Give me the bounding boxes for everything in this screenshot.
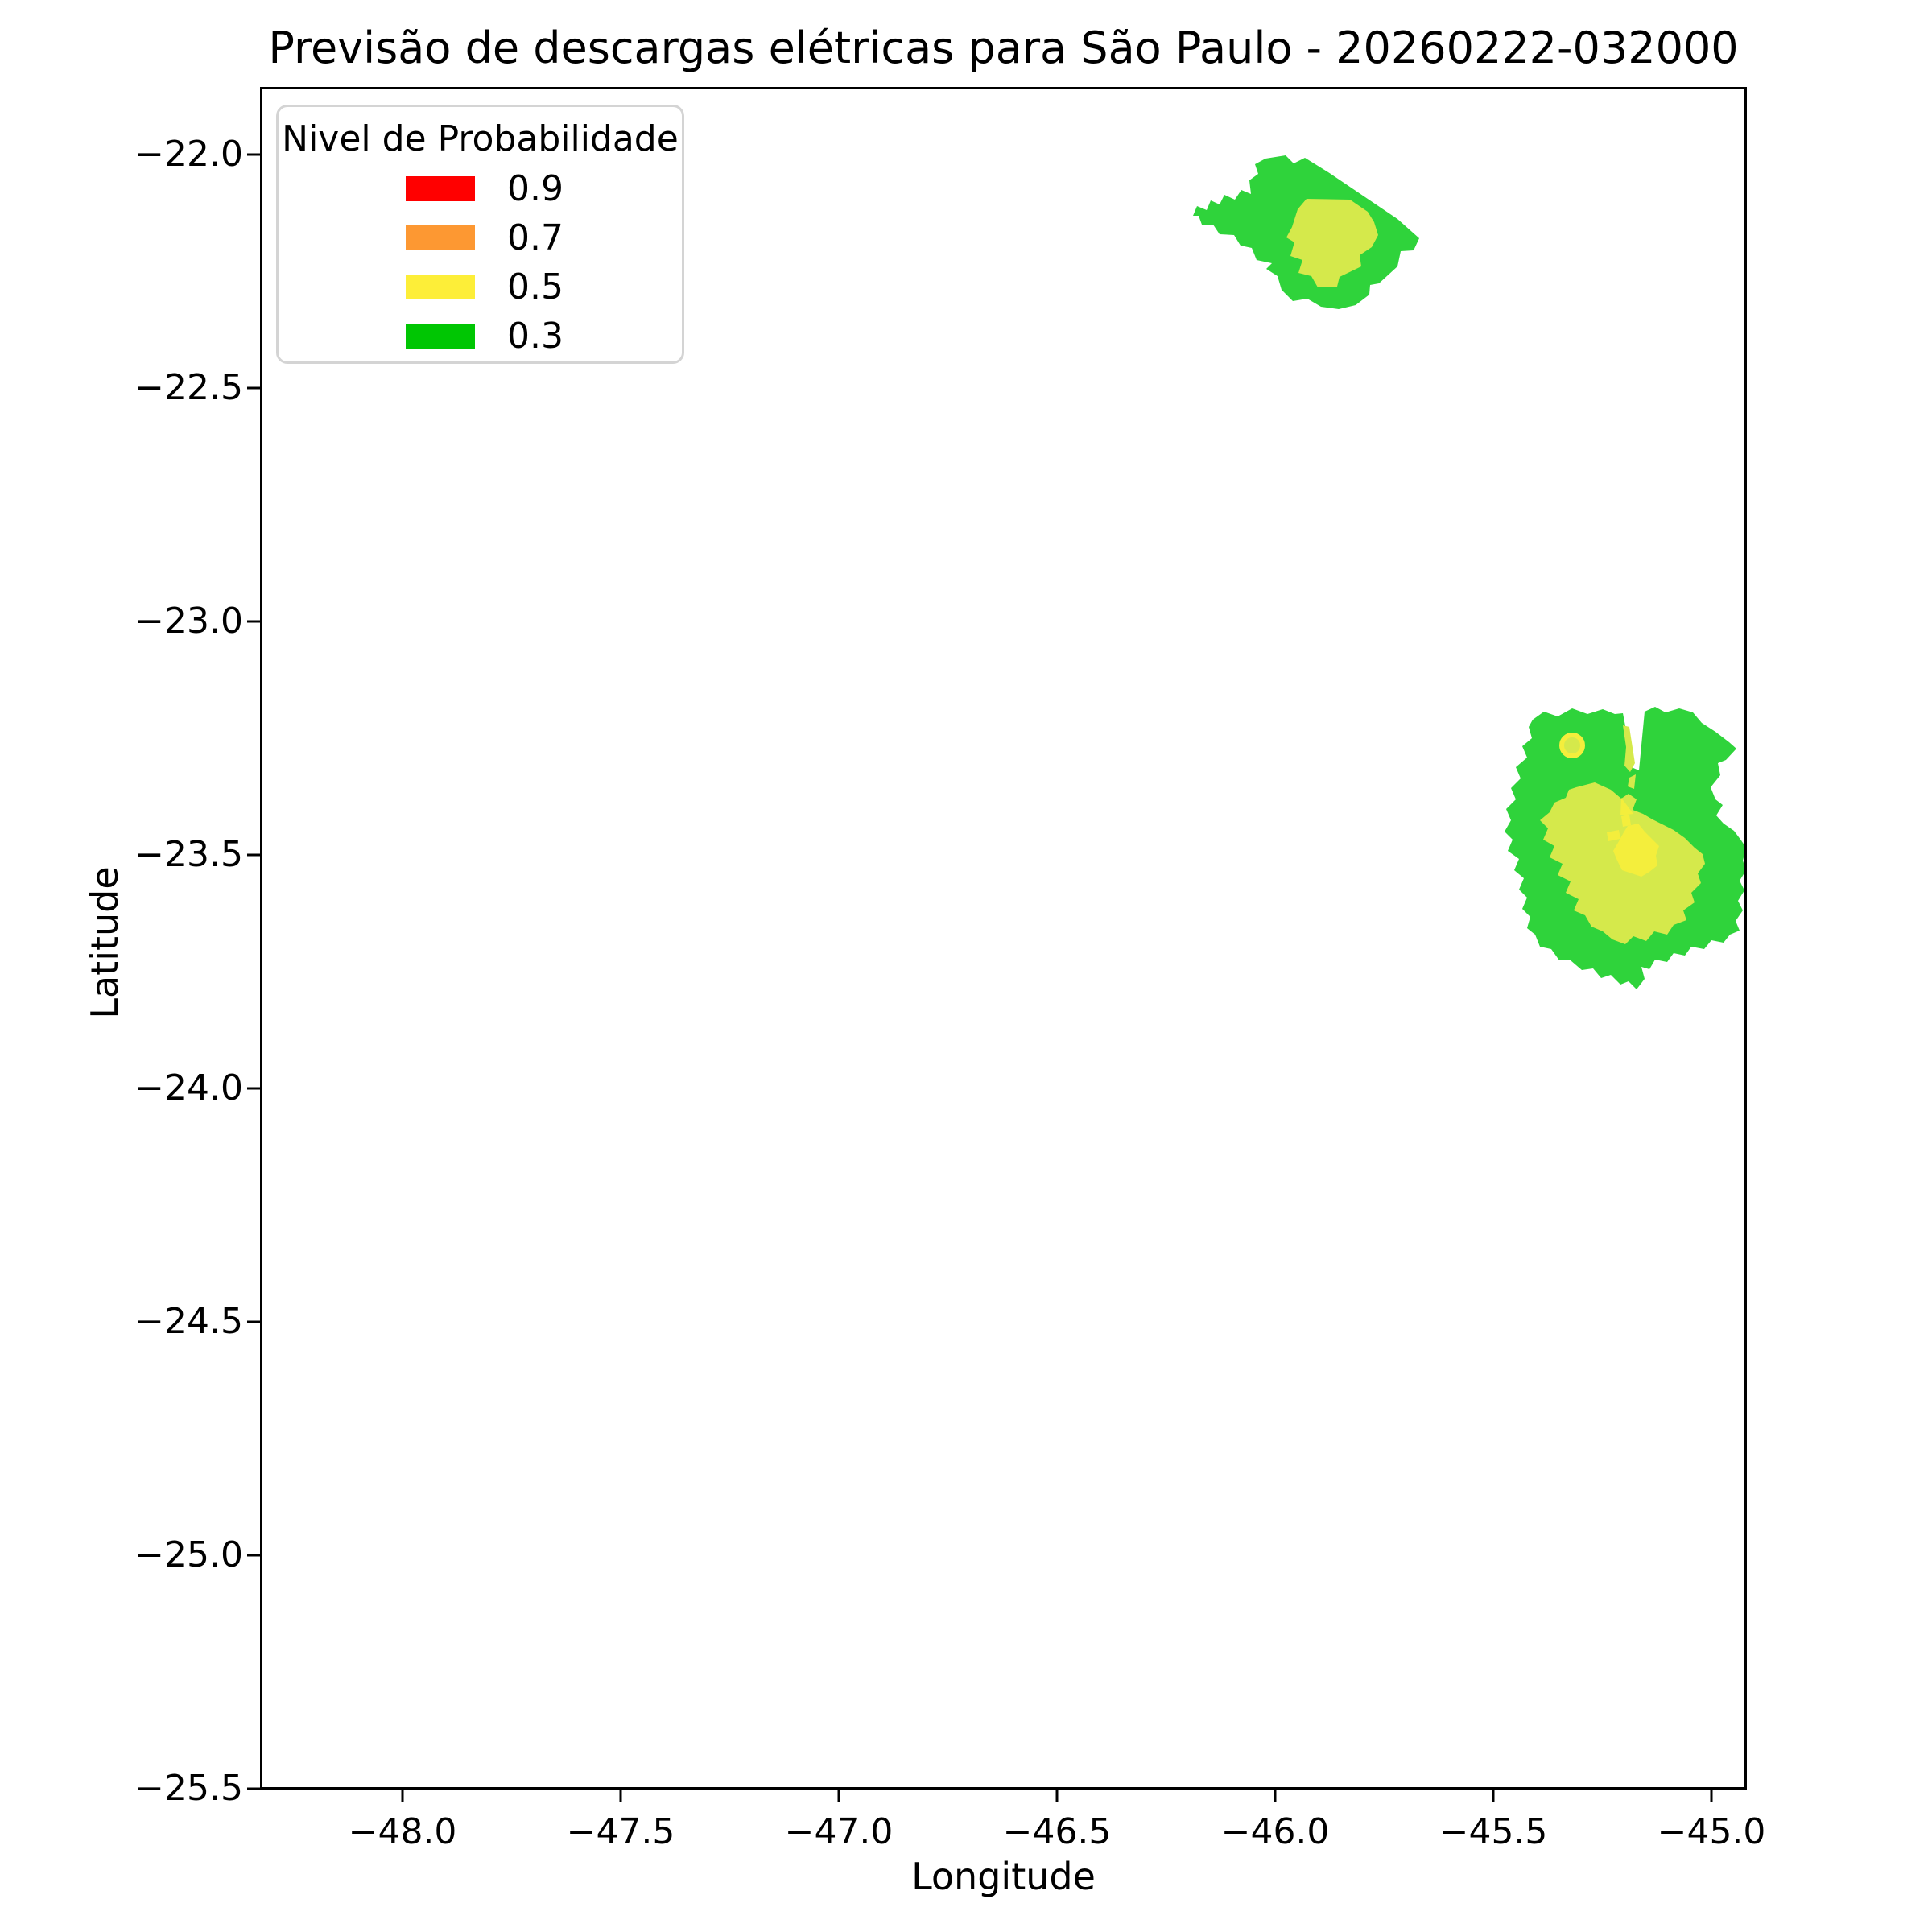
south-cell-band-05-bit-b [1607, 830, 1620, 841]
y-tick-label: −24.0 [134, 1067, 243, 1108]
chart-title: Previsão de descargas elétricas para São… [268, 23, 1739, 73]
x-tick-label: −46.5 [1002, 1811, 1112, 1852]
legend-item-label: 0.9 [507, 168, 564, 209]
legend: Nivel de Probabilidade 0.9 0.7 0.5 0.3 [276, 105, 684, 364]
legend-item: 0.9 [279, 171, 682, 213]
tick-marks [247, 153, 1713, 1802]
legend-swatch-0.5 [406, 275, 475, 299]
contour-layers [1193, 155, 1746, 989]
legend-title: Nivel de Probabilidade [282, 118, 679, 159]
north-cell-band-04 [1286, 199, 1378, 287]
south-cell-sliver-band-04 [1623, 725, 1635, 772]
legend-item: 0.3 [279, 319, 682, 361]
south-cell-ring-feature [1559, 733, 1585, 758]
plot-area [260, 87, 1747, 1790]
x-tick-label: −47.5 [566, 1811, 675, 1852]
x-axis-label: Longitude [911, 1855, 1096, 1898]
legend-item-label: 0.5 [507, 266, 564, 308]
legend-item: 0.5 [279, 270, 682, 312]
y-axis-label: Latitude [83, 866, 126, 1019]
south-cell-band-05-bit-a [1621, 815, 1631, 827]
x-tick-label: −45.5 [1439, 1811, 1548, 1852]
legend-swatch-0.3 [406, 324, 475, 349]
y-tick-label: −24.5 [134, 1301, 243, 1342]
y-tick-label: −25.0 [134, 1534, 243, 1575]
x-tick-label: −45.0 [1657, 1811, 1766, 1852]
legend-item: 0.7 [279, 221, 682, 262]
legend-swatch-0.7 [406, 225, 475, 250]
south-cell-band-05-wedge [1620, 798, 1633, 815]
legend-item-label: 0.7 [507, 217, 564, 258]
legend-swatch-0.9 [406, 176, 475, 201]
y-tick-label: −23.5 [134, 834, 243, 875]
x-tick-label: −46.0 [1220, 1811, 1330, 1852]
y-tick-label: −22.0 [134, 134, 243, 175]
x-tick-label: −47.0 [784, 1811, 894, 1852]
south-cell-sliver-bit-band-04 [1628, 774, 1636, 789]
y-tick-label: −25.5 [134, 1768, 243, 1809]
y-tick-label: −22.5 [134, 367, 243, 408]
legend-item-label: 0.3 [507, 316, 564, 357]
y-tick-label: −23.0 [134, 601, 243, 642]
x-tick-label: −48.0 [348, 1811, 457, 1852]
south-cell-band-05 [1613, 824, 1659, 877]
